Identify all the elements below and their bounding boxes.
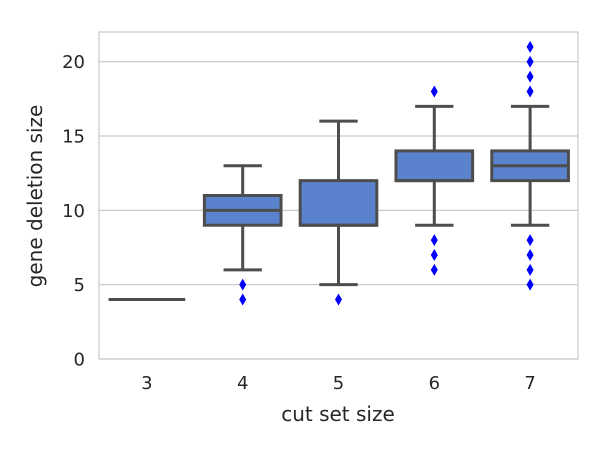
x-tick-label: 3 [141, 373, 152, 394]
outlier-point [239, 293, 247, 306]
outlier-point [430, 248, 438, 261]
y-tick-label: 0 [74, 350, 85, 371]
outlier-point [526, 70, 534, 83]
outlier-point [335, 293, 342, 306]
plot-frame [98, 31, 579, 360]
x-axis-label: cut set size [281, 402, 395, 426]
outlier-point [526, 40, 534, 53]
outlier-point [526, 234, 534, 247]
outlier-point [526, 263, 534, 276]
x-tick-label: 4 [237, 373, 248, 394]
box-series [108, 40, 570, 306]
outlier-point [430, 85, 438, 98]
y-axis-label: gene deletion size [23, 105, 47, 288]
outlier-point [430, 263, 438, 276]
iqr-box [298, 179, 379, 227]
y-tick-label: 5 [74, 275, 85, 296]
box-group-5 [298, 119, 379, 306]
outlier-point [526, 248, 534, 261]
x-tick-label: 5 [333, 373, 344, 394]
iqr-box [394, 149, 475, 183]
y-tick-label: 10 [62, 201, 85, 222]
y-axis-ticks: 0 5 10 15 20 [62, 52, 85, 370]
x-axis-ticks: 3 4 5 6 7 [141, 373, 536, 394]
outlier-point [526, 55, 534, 68]
box-group-4 [202, 164, 283, 306]
outlier-point [239, 278, 247, 291]
outlier-point [526, 85, 534, 98]
y-tick-label: 15 [62, 127, 85, 148]
outlier-point [526, 278, 534, 291]
outlier-point [430, 234, 438, 247]
box-group-7 [490, 40, 570, 291]
box-group-6 [394, 85, 475, 276]
x-tick-label: 6 [429, 373, 440, 394]
x-tick-label: 7 [524, 373, 535, 394]
y-tick-label: 20 [62, 52, 85, 73]
